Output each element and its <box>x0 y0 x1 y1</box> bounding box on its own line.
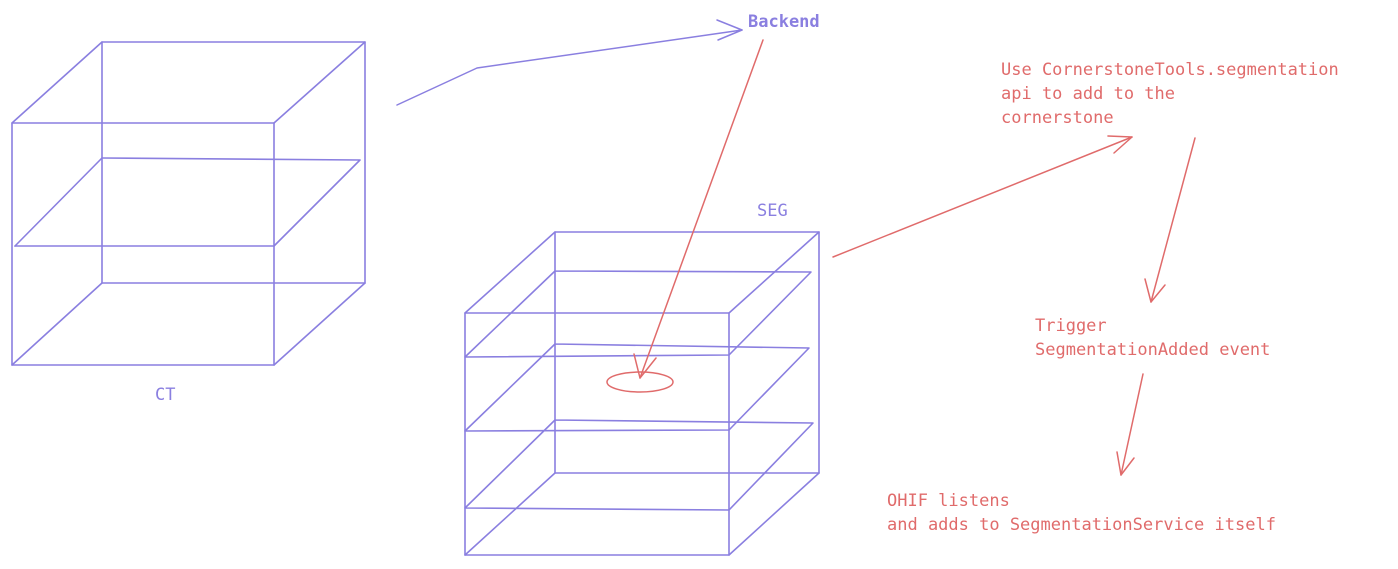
backend-label: Backend <box>748 12 820 32</box>
segmentation-region-ellipse <box>606 371 674 393</box>
trigger-to-ohif-arrow <box>1116 373 1144 476</box>
step-ohif-line-2: and adds to SegmentationService itself <box>887 515 1276 535</box>
step-cornerstone-line-3: cornerstone <box>1001 108 1114 128</box>
step-cornerstone-line-2: api to add to the <box>1001 84 1175 104</box>
ct-label: CT <box>155 385 176 405</box>
cornerstone-to-trigger-arrow <box>1144 137 1196 303</box>
seg-label: SEG <box>757 201 788 221</box>
step-cornerstone-line-1: Use CornerstoneTools.segmentation <box>1001 60 1339 80</box>
backend-to-seg-arrow <box>633 39 764 379</box>
seg-to-cornerstone-arrow <box>832 135 1133 258</box>
step-trigger-line-1: Trigger <box>1035 316 1107 336</box>
ct-volume-cube <box>11 41 366 366</box>
step-ohif-line-1: OHIF listens <box>887 491 1010 511</box>
ct-to-backend-arrow <box>396 19 743 106</box>
seg-volume-cube <box>464 231 820 556</box>
step-trigger-line-2: SegmentationAdded event <box>1035 340 1271 360</box>
